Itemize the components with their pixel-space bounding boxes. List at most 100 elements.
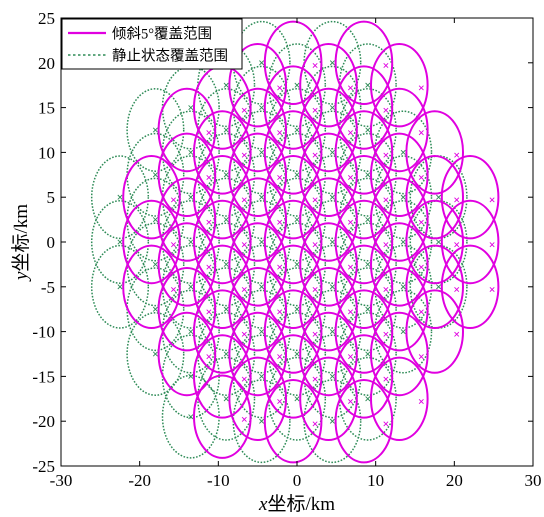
tilted-center-marker <box>312 376 318 382</box>
tilted-coverage-ellipse <box>370 356 429 441</box>
static-center-marker <box>223 82 229 88</box>
tilted-center-marker <box>454 286 460 293</box>
y-tick-label: -5 <box>41 278 55 297</box>
tilted-coverage-ellipse <box>193 374 252 459</box>
tilted-coverage-ellipse <box>263 379 323 464</box>
static-center-marker <box>259 329 265 335</box>
tilted-center-marker <box>170 242 177 248</box>
tilted-coverage-ellipse <box>193 199 252 285</box>
static-center-marker <box>294 217 300 223</box>
static-center-marker <box>152 172 158 178</box>
tilted-coverage-ellipse <box>263 20 323 105</box>
static-center-marker <box>436 284 442 290</box>
static-center-marker <box>329 418 335 424</box>
static-center-marker <box>329 373 335 379</box>
static-coverage-ellipse <box>90 155 150 240</box>
tilted-center-marker <box>347 264 354 270</box>
legend-label-tilted: 倾斜5°覆盖范围 <box>112 26 212 43</box>
series-tilted <box>122 20 500 464</box>
y-tick-label: -15 <box>32 367 55 386</box>
static-coverage-ellipse <box>126 312 185 396</box>
static-center-marker <box>294 306 300 312</box>
tilted-coverage-ellipse <box>263 110 323 195</box>
tilted-coverage-ellipse <box>334 110 394 195</box>
tilted-center-marker <box>241 197 247 203</box>
static-center-marker <box>365 217 371 223</box>
tilted-center-marker <box>347 398 354 405</box>
tilted-center-marker <box>277 219 283 225</box>
x-axis-label-var: x <box>258 494 268 515</box>
tilted-center-marker <box>347 85 354 91</box>
x-tick-label: 0 <box>293 471 302 490</box>
tilted-coverage-ellipse <box>228 356 288 441</box>
tilted-center-marker <box>347 354 354 360</box>
tilted-center-marker <box>418 309 424 315</box>
static-coverage-ellipse <box>90 244 150 329</box>
static-center-marker <box>117 239 123 245</box>
static-center-marker <box>436 239 442 245</box>
tilted-center-marker <box>241 286 247 293</box>
tilted-coverage-ellipse <box>299 311 358 397</box>
tilted-center-marker <box>347 309 354 315</box>
y-tick-label: -25 <box>32 457 55 476</box>
tilted-coverage-ellipse <box>405 110 465 195</box>
tilted-center-marker <box>347 130 354 136</box>
tilted-coverage-ellipse <box>228 222 288 307</box>
tilted-center-marker <box>312 421 318 427</box>
x-tick-label: 20 <box>446 471 463 490</box>
static-center-marker <box>259 149 265 155</box>
static-center-marker <box>117 194 123 200</box>
legend-box <box>61 18 243 70</box>
tilted-center-marker <box>454 242 460 248</box>
tilted-center-marker <box>383 421 389 427</box>
tilted-center-marker <box>277 174 283 181</box>
tick-layer: -30 -20 -10 0 10 20 30 -25 -20 -15 -10 -5 0 5 10 15 20 25 <box>32 9 541 490</box>
tilted-coverage-ellipse <box>263 244 323 329</box>
static-center-marker <box>259 194 265 200</box>
tilted-coverage-ellipse <box>299 87 358 173</box>
static-center-marker <box>223 351 229 357</box>
tilted-center-marker <box>241 416 247 422</box>
tilted-center-marker <box>312 197 318 203</box>
tilted-center-marker <box>277 130 283 136</box>
static-center-marker <box>259 373 265 379</box>
series-layer <box>90 20 500 464</box>
x-tick-label: 30 <box>525 471 542 490</box>
static-center-marker <box>365 261 371 267</box>
static-center-marker <box>365 127 371 133</box>
tilted-center-marker <box>277 354 283 360</box>
static-center-marker <box>152 306 158 312</box>
tilted-center-marker <box>170 286 177 293</box>
static-center-marker <box>329 329 335 335</box>
tilted-coverage-ellipse <box>299 222 358 307</box>
tilted-center-marker <box>277 264 283 270</box>
static-center-marker <box>365 172 371 178</box>
tilted-coverage-ellipse <box>193 110 252 195</box>
static-coverage-ellipse <box>126 88 185 172</box>
static-coverage-ellipse <box>90 200 150 284</box>
tilted-center-marker <box>206 219 212 225</box>
static-center-marker <box>400 239 406 245</box>
tilted-center-marker <box>418 174 424 181</box>
tilted-coverage-ellipse <box>263 199 323 285</box>
tilted-center-marker <box>383 152 389 158</box>
x-axis-label-text: 坐标/km <box>267 493 335 515</box>
tilted-coverage-ellipse <box>370 87 429 173</box>
legend: 倾斜5°覆盖范围 静止状态覆盖范围 <box>61 18 243 70</box>
tilted-coverage-ellipse <box>334 155 394 240</box>
tilted-coverage-ellipse <box>122 199 181 285</box>
static-center-marker <box>259 418 265 424</box>
static-center-marker <box>400 329 406 335</box>
tilted-center-marker <box>277 309 283 315</box>
static-center-marker <box>329 239 335 245</box>
static-center-marker <box>294 172 300 178</box>
y-axis-label: y坐标/km <box>10 204 32 282</box>
tilted-coverage-ellipse <box>263 289 323 374</box>
tilted-coverage-ellipse <box>157 87 217 173</box>
tilted-center-marker <box>383 331 389 337</box>
tilted-coverage-ellipse <box>157 222 217 307</box>
static-center-marker <box>365 306 371 312</box>
tilted-center-marker <box>312 152 318 158</box>
static-center-marker <box>152 351 158 357</box>
tilted-center-marker <box>418 354 424 360</box>
